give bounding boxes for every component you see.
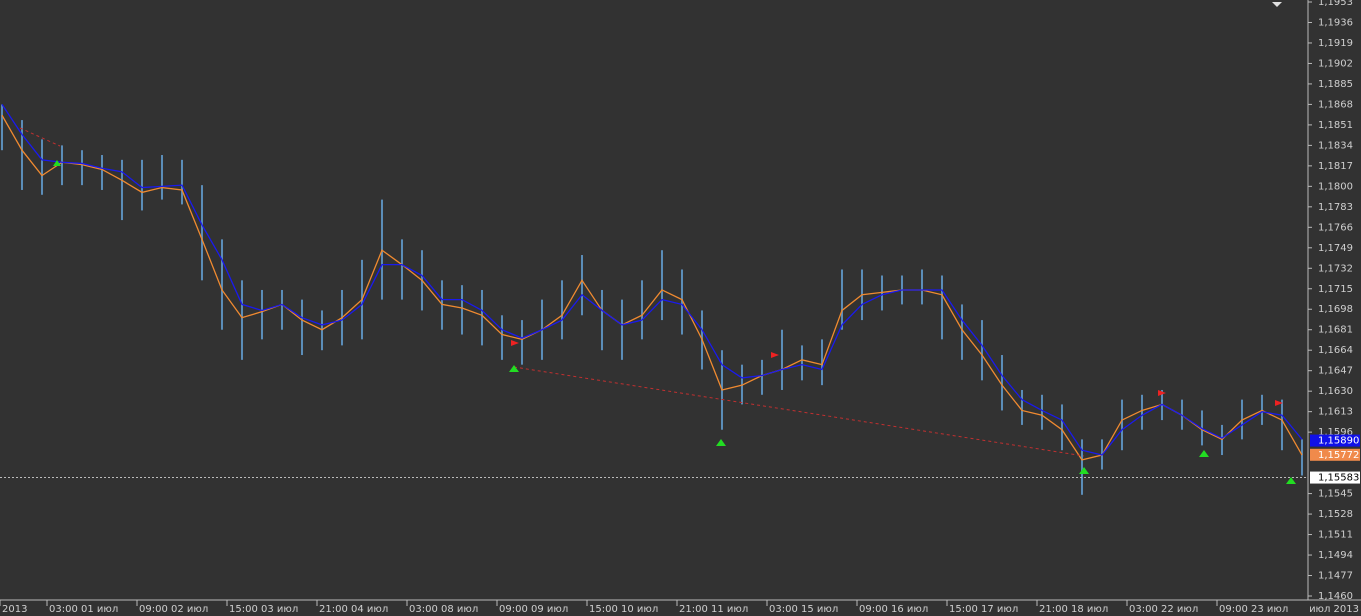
trend-line	[19, 127, 61, 147]
moving-average	[1, 104, 1303, 456]
signal-up	[716, 439, 726, 446]
x-tick-label: 21:00 04 июл	[319, 604, 388, 615]
y-tick-label: 1,1647	[1318, 366, 1353, 377]
menu-arrow[interactable]	[1272, 2, 1282, 7]
x-tick-label: 21:00 11 июл	[679, 604, 748, 615]
y-tick-label: 1,1919	[1318, 38, 1353, 49]
price-label: 1,15772	[1318, 450, 1359, 461]
x-tick-label: 15:00 10 июл	[589, 604, 658, 615]
signal-down	[771, 352, 779, 358]
y-tick-label: 1,1545	[1318, 489, 1353, 500]
x-tick-label: 03:00 22 июл	[1129, 604, 1198, 615]
y-tick-label: 1,1698	[1318, 304, 1353, 315]
y-tick-label: 1,1477	[1318, 571, 1353, 582]
x-tick-label: 09:00 23 июл	[1219, 604, 1288, 615]
x-tick-label: 2013	[2, 604, 27, 615]
signal-up	[1286, 477, 1296, 484]
signal-down	[1275, 400, 1283, 406]
y-tick-label: 1,1766	[1318, 222, 1353, 233]
y-tick-label: 1,1596	[1318, 427, 1353, 438]
signal-up	[1199, 450, 1209, 457]
trend-line	[513, 366, 1085, 457]
y-tick-label: 1,1613	[1318, 407, 1353, 418]
signal-up	[509, 365, 519, 372]
y-tick-label: 1,1817	[1318, 161, 1353, 172]
price-box	[1310, 448, 1360, 461]
x-tick-label: 03:00 01 июл	[49, 604, 118, 615]
y-tick-label: 1,1494	[1318, 550, 1353, 561]
y-tick-label: 1,1749	[1318, 243, 1353, 254]
y-tick-label: 1,1936	[1318, 17, 1353, 28]
price-box	[1310, 434, 1360, 447]
y-tick-label: 1,1681	[1318, 325, 1353, 336]
y-tick-label: 1,1953	[1318, 0, 1353, 8]
y-tick-label: 1,1868	[1318, 99, 1353, 110]
signals	[19, 2, 1296, 484]
y-tick-label: 1,1528	[1318, 509, 1353, 520]
y-tick-label: 1,1834	[1318, 140, 1353, 151]
period-label: июл 2013	[1309, 604, 1359, 615]
y-tick-label: 1,1460	[1318, 591, 1353, 602]
y-tick-label: 1,1511	[1318, 530, 1353, 541]
signal-up	[1079, 467, 1089, 474]
y-tick-label: 1,1630	[1318, 386, 1353, 397]
x-tick-label: 03:00 15 июл	[769, 604, 838, 615]
y-tick-label: 1,1783	[1318, 202, 1353, 213]
x-tick-label: 09:00 09 июл	[499, 604, 568, 615]
price-label: 1,15583	[1318, 473, 1359, 484]
price-label: 1,15890	[1318, 436, 1359, 447]
y-tick-label: 1,1715	[1318, 284, 1353, 295]
y-tick-label: 1,1800	[1318, 181, 1353, 192]
x-tick-label: 21:00 18 июл	[1039, 604, 1108, 615]
x-tick-label: 09:00 02 июл	[139, 604, 208, 615]
price-box	[1310, 471, 1360, 484]
x-tick-label: 15:00 03 июл	[229, 604, 298, 615]
signal-down	[1158, 390, 1166, 396]
moving-average	[1, 114, 1303, 461]
signal-up	[53, 160, 61, 166]
signal-down	[511, 340, 519, 346]
y-tick-label: 1,1851	[1318, 120, 1353, 131]
y-tick-label: 1,1664	[1318, 345, 1353, 356]
y-tick-label: 1,1732	[1318, 263, 1353, 274]
y-tick-label: 1,1885	[1318, 79, 1353, 90]
x-tick-label: 09:00 16 июл	[859, 604, 928, 615]
x-tick-label: 03:00 08 июл	[409, 604, 478, 615]
x-tick-label: 15:00 17 июл	[949, 604, 1018, 615]
y-tick-label: 1,1902	[1318, 58, 1353, 69]
